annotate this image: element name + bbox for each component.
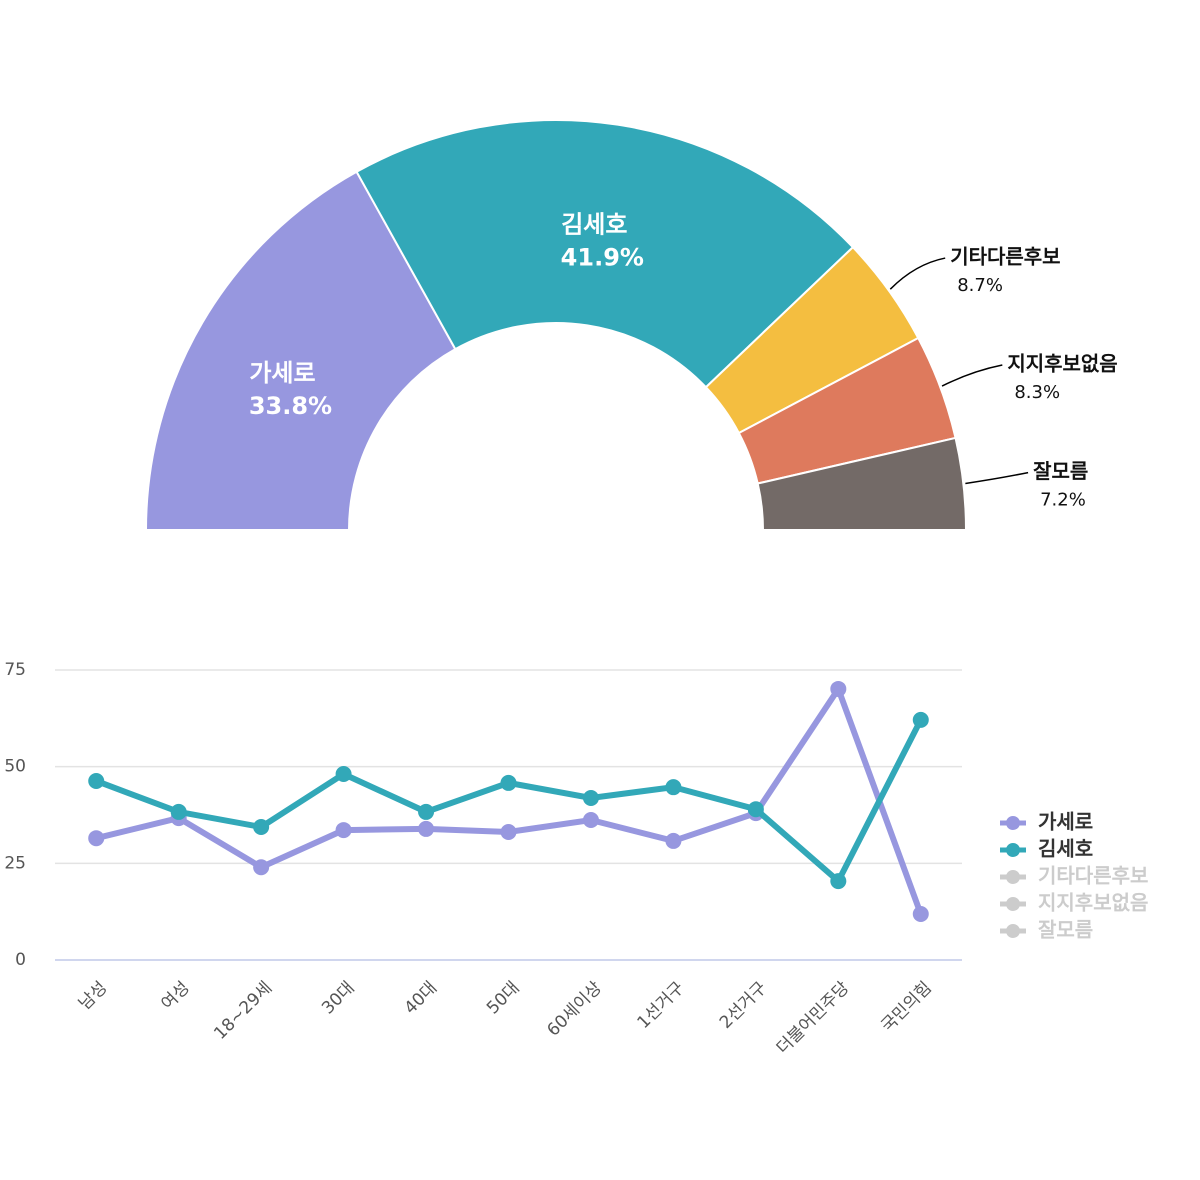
point (418, 803, 435, 820)
legend-marker (1006, 924, 1020, 938)
slice-label: 지지후보없음 (1007, 352, 1117, 376)
point (88, 830, 105, 847)
point (582, 812, 599, 829)
x-tick-label: 50대 (483, 978, 524, 1019)
slice-label: 김세호 (561, 211, 627, 239)
x-tick-label: 1선거구 (634, 978, 689, 1033)
pie-slice (144, 170, 457, 531)
legend-marker (1006, 843, 1020, 857)
point (88, 772, 105, 789)
y-tick-label: 25 (4, 853, 26, 873)
x-tick-label: 18~29세 (210, 978, 276, 1044)
point (665, 832, 682, 849)
point (830, 680, 847, 697)
slice-label: 기타다른후보 (950, 245, 1060, 269)
pie-slice (756, 436, 968, 531)
x-tick-label: 남성 (75, 978, 111, 1014)
legend-label: 김세호 (1038, 837, 1093, 861)
slice-value: 8.3% (1014, 382, 1060, 403)
legend-label: 지지후보없음 (1038, 891, 1148, 915)
point (830, 873, 847, 890)
point (582, 789, 599, 806)
legend-label: 잘모름 (1038, 918, 1093, 942)
y-tick-label: 0 (15, 950, 26, 970)
point (500, 824, 517, 841)
x-tick-label: 더불어민주당 (773, 978, 854, 1059)
legend-label: 기타다른후보 (1038, 864, 1148, 888)
slice-value: 41.9% (561, 244, 644, 272)
point (912, 905, 929, 922)
point (500, 774, 517, 791)
x-tick-label: 30대 (318, 978, 359, 1019)
label-connector (965, 471, 1029, 485)
point (253, 859, 270, 876)
x-tick-label: 국민의힘 (877, 978, 935, 1036)
y-tick-label: 50 (4, 757, 26, 777)
slice-value: 8.7% (957, 275, 1003, 296)
slice-value: 7.2% (1040, 490, 1086, 511)
legend-marker (1006, 816, 1020, 830)
point (418, 820, 435, 837)
series-line (95, 682, 924, 916)
point (747, 801, 764, 818)
pie-slice (355, 119, 855, 389)
slice-value: 33.8% (249, 392, 332, 420)
x-tick-label: 60세이상 (543, 978, 606, 1041)
x-tick-label: 여성 (157, 978, 193, 1014)
x-tick-label: 40대 (401, 978, 442, 1019)
x-tick-label: 2선거구 (716, 978, 771, 1033)
series-line (95, 718, 924, 886)
legend-marker (1006, 870, 1020, 884)
label-connector (889, 257, 946, 290)
label-connector (941, 364, 1003, 387)
point (335, 822, 352, 839)
point (335, 766, 352, 783)
point (665, 779, 682, 796)
y-tick-label: 75 (4, 660, 26, 680)
point (170, 803, 187, 820)
legend-marker (1006, 897, 1020, 911)
slice-label: 가세로 (249, 359, 315, 387)
legend-label: 가세로 (1038, 810, 1093, 834)
point (253, 818, 270, 835)
slice-label: 잘모름 (1033, 459, 1088, 483)
point (912, 711, 929, 728)
